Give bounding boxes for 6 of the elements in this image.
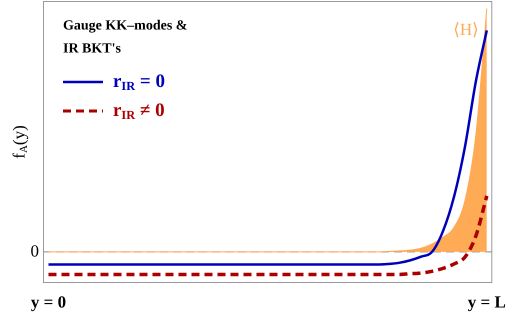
x-tick-label: y = L	[468, 292, 506, 312]
x-tick-label: y = 0	[30, 292, 66, 312]
ref-line-label: 0	[30, 241, 39, 260]
y-axis-title: fA(y)	[9, 125, 30, 159]
series-label: ⟨H⟩	[453, 20, 479, 39]
legend-title: Gauge KK–modes & IR BKT's	[63, 18, 188, 57]
